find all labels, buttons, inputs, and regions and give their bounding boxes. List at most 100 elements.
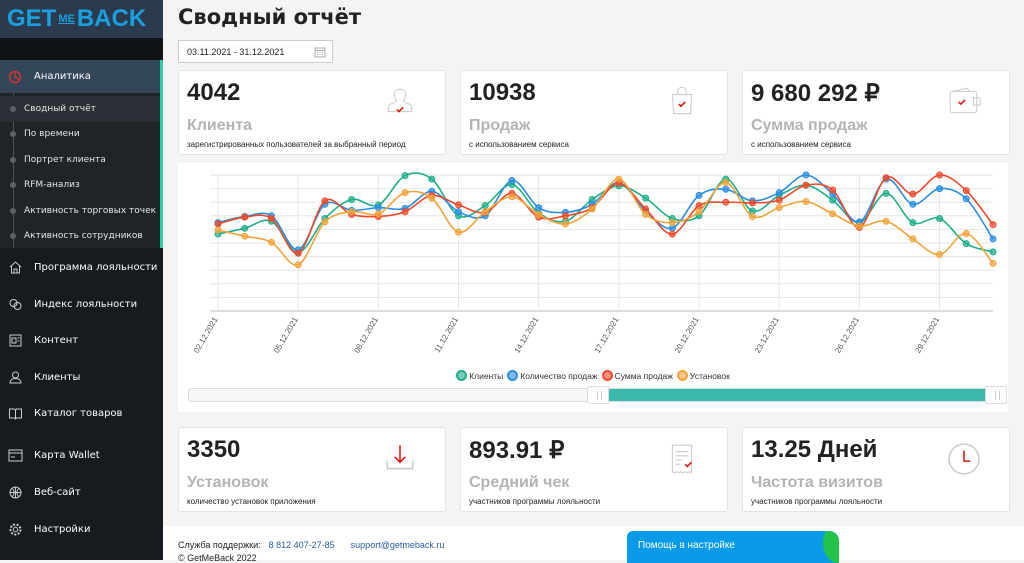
data-point — [909, 235, 917, 243]
stat-value: 13.25 Дней — [751, 436, 878, 463]
stat-value: 893.91 ₽ — [469, 437, 565, 464]
data-point — [909, 219, 917, 227]
data-point — [374, 204, 382, 212]
data-point — [561, 220, 569, 228]
data-point — [294, 249, 302, 257]
data-point — [829, 210, 837, 218]
home-icon — [9, 260, 22, 273]
support-email-link[interactable]: support@getmeback.ru — [350, 540, 445, 550]
legend-label: Установок — [689, 370, 730, 381]
sidebar-item-user[interactable]: Клиенты — [0, 362, 160, 392]
data-point — [962, 187, 970, 195]
sidebar-item-chat[interactable]: Индекс лояльности — [0, 289, 160, 319]
data-point — [882, 217, 890, 225]
legend-item[interactable]: Количество продаж — [507, 370, 598, 381]
page-title: Сводный отчёт — [178, 5, 362, 29]
stat-label: Средний чек — [469, 474, 570, 491]
sidebar-item-label: Индекс лояльности — [34, 298, 138, 310]
data-point — [241, 213, 249, 221]
sidebar-item-home[interactable]: Программа лояльности — [0, 252, 160, 282]
data-point — [401, 208, 409, 216]
data-point — [882, 189, 890, 197]
line-chart: 02.12.2021 05.12.2021 08.12.2021 11.12.2021… — [192, 171, 997, 355]
series-line-0 — [217, 172, 994, 254]
stat-card-receipt: 893.91 ₽ Средний чек участников программы … — [460, 427, 728, 512]
data-point — [535, 210, 543, 218]
range-slider-start-handle[interactable] — [586, 386, 609, 404]
x-tick-label: 23.12.2021 — [753, 315, 781, 355]
data-point — [267, 215, 275, 223]
globe-icon — [9, 486, 22, 498]
data-point — [909, 190, 917, 198]
data-point — [722, 178, 730, 186]
sidebar-item-gear[interactable]: Настройки — [0, 514, 160, 544]
wallet-icon — [949, 87, 981, 114]
help-button[interactable]: Помощь в настройке — [627, 531, 839, 563]
subitem-rfm[interactable]: RFM-анализ — [0, 173, 163, 199]
subitem-staff-activity[interactable]: Активность сотрудников — [0, 224, 163, 250]
data-point — [695, 208, 703, 216]
stat-label: Частота визитов — [751, 474, 883, 491]
legend-item[interactable]: Клиенты — [456, 370, 503, 381]
range-slider-end-handle[interactable] — [985, 386, 1007, 404]
legend-swatch — [456, 370, 468, 381]
x-tick-label: 02.12.2021 — [192, 315, 220, 355]
download-icon — [386, 445, 414, 470]
main: Сводный отчёт 03.11.2021 - 31.12.2021 40… — [163, 0, 1024, 563]
subitem-client-portrait[interactable]: Портрет клиента — [0, 147, 163, 173]
support-phone-link[interactable]: 8 812 407-27-85 — [268, 540, 335, 550]
data-point — [508, 193, 516, 201]
data-point — [989, 248, 997, 256]
sidebar-item-book[interactable]: Каталог товаров — [0, 398, 160, 428]
sidebar-item-label: Аналитика — [34, 71, 91, 82]
sidebar-item-label: Клиенты — [34, 371, 81, 383]
data-point — [241, 232, 249, 240]
stat-value: 4042 — [187, 79, 241, 106]
legend-item[interactable]: Сумма продаж — [601, 370, 673, 381]
help-corner-badge — [823, 531, 839, 563]
range-slider[interactable] — [188, 386, 1007, 404]
data-point — [775, 196, 783, 204]
data-point — [775, 189, 783, 197]
date-range-input[interactable]: 03.11.2021 - 31.12.2021 — [178, 40, 333, 63]
sidebar: GET ME BACK Аналитика Сводный отчёт По вре… — [0, 0, 163, 560]
sidebar-band — [0, 38, 163, 60]
data-point — [882, 174, 890, 182]
data-point — [428, 194, 436, 202]
subitem-by-time[interactable]: По времени — [0, 122, 163, 148]
stat-description: участников программы лояльности — [469, 497, 601, 506]
data-point — [668, 219, 676, 227]
sidebar-item-label: Контент — [34, 334, 79, 346]
data-point — [936, 215, 944, 223]
stat-description: количество установок приложения — [187, 497, 316, 506]
data-point — [615, 175, 623, 183]
subitem-label: По времени — [24, 129, 80, 140]
sidebar-item-card[interactable]: Карта Wallet — [0, 440, 160, 470]
data-point — [829, 196, 837, 204]
chart-card: 02.12.2021 05.12.2021 08.12.2021 11.12.2021… — [178, 163, 1008, 412]
stat-description: участников программы лояльности — [751, 497, 883, 506]
data-point — [802, 181, 810, 189]
data-point — [481, 208, 489, 216]
logo-text: ME — [58, 13, 75, 25]
support-label: Служба поддержки: — [178, 540, 261, 550]
data-point — [642, 194, 650, 202]
sidebar-item-label: Настройки — [34, 523, 91, 535]
data-point — [241, 224, 249, 232]
subitem-outlets-activity[interactable]: Активность торговых точек — [0, 198, 163, 224]
sidebar-item-analytics[interactable]: Аналитика — [0, 60, 163, 93]
sidebar-item-globe[interactable]: Веб-сайт — [0, 477, 160, 507]
sidebar-item-label: Карта Wallet — [34, 449, 100, 461]
clock-icon — [948, 443, 980, 475]
subitem-summary[interactable]: Сводный отчёт — [0, 96, 163, 122]
footer: Служба поддержки: 8 812 407-27-85 support@… — [163, 526, 1024, 563]
stat-card-user-check: 4042 Клиента зарегистрированных пользовате… — [178, 70, 446, 155]
date-range-value: 03.11.2021 - 31.12.2021 — [187, 47, 285, 57]
chat-icon — [9, 298, 22, 310]
data-point — [775, 204, 783, 212]
sidebar-item-content[interactable]: Контент — [0, 325, 160, 355]
data-point — [321, 197, 329, 205]
legend-item[interactable]: Установок — [676, 370, 730, 381]
data-point — [748, 212, 756, 220]
logo[interactable]: GET ME BACK — [0, 0, 163, 38]
